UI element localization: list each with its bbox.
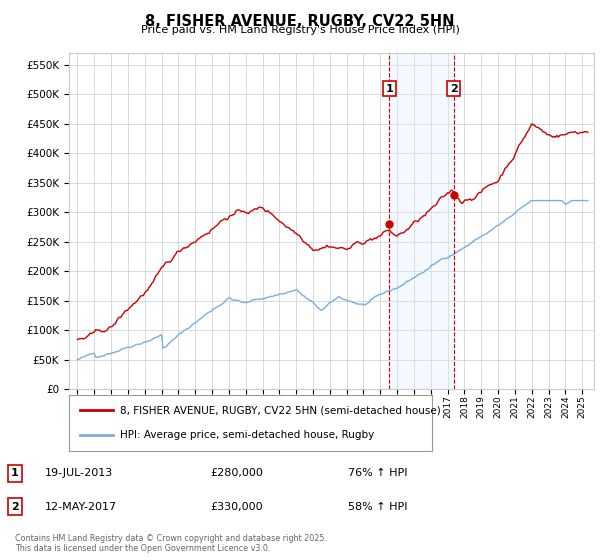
- Text: 2: 2: [11, 502, 19, 512]
- Text: 19-JUL-2013: 19-JUL-2013: [45, 468, 113, 478]
- Text: Contains HM Land Registry data © Crown copyright and database right 2025.
This d: Contains HM Land Registry data © Crown c…: [15, 534, 327, 553]
- Text: 12-MAY-2017: 12-MAY-2017: [45, 502, 117, 512]
- Text: £280,000: £280,000: [210, 468, 263, 478]
- Text: 8, FISHER AVENUE, RUGBY, CV22 5HN: 8, FISHER AVENUE, RUGBY, CV22 5HN: [145, 14, 455, 29]
- Text: £330,000: £330,000: [210, 502, 263, 512]
- Text: 58% ↑ HPI: 58% ↑ HPI: [348, 502, 407, 512]
- Bar: [389, 53, 454, 389]
- Text: 1: 1: [386, 83, 393, 94]
- Text: Price paid vs. HM Land Registry's House Price Index (HPI): Price paid vs. HM Land Registry's House …: [140, 25, 460, 35]
- Text: 2: 2: [450, 83, 458, 94]
- Text: HPI: Average price, semi-detached house, Rugby: HPI: Average price, semi-detached house,…: [120, 430, 374, 440]
- Text: 1: 1: [11, 468, 19, 478]
- Text: 8, FISHER AVENUE, RUGBY, CV22 5HN (semi-detached house): 8, FISHER AVENUE, RUGBY, CV22 5HN (semi-…: [120, 405, 440, 416]
- Text: 76% ↑ HPI: 76% ↑ HPI: [348, 468, 407, 478]
